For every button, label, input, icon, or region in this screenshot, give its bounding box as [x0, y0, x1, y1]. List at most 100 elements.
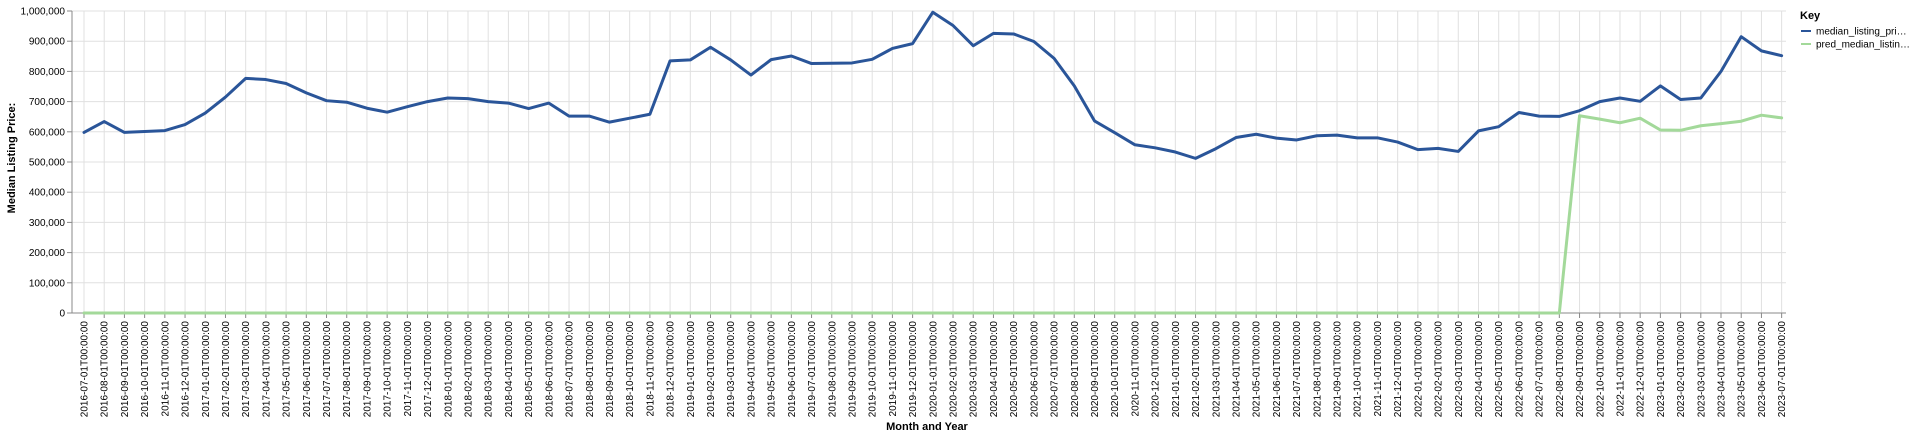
x-tick-label: 2021-03-01T00:00:00 — [1211, 321, 1222, 418]
x-tick-label: 2020-02-01T00:00:00 — [949, 321, 960, 418]
x-tick-label: 2019-08-01T00:00:00 — [827, 321, 838, 418]
x-tick-label: 2019-11-01T00:00:00 — [888, 321, 899, 417]
x-tick-label: 2018-05-01T00:00:00 — [524, 321, 535, 418]
x-tick-label: 2017-06-01T00:00:00 — [302, 321, 313, 418]
y-tick-label: 200,000 — [29, 248, 66, 259]
x-tick-label: 2016-07-01T00:00:00 — [80, 321, 91, 418]
x-tick-label: 2021-09-01T00:00:00 — [1333, 321, 1344, 418]
gridlines — [72, 10, 1786, 313]
x-tick-label: 2023-06-01T00:00:00 — [1757, 321, 1768, 418]
legend-label: median_listing_pri… — [1816, 27, 1907, 38]
x-tick-label: 2017-04-01T00:00:00 — [261, 321, 272, 418]
x-tick-label: 2020-04-01T00:00:00 — [989, 321, 1000, 418]
x-tick-label: 2018-02-01T00:00:00 — [463, 321, 474, 418]
x-tick-label: 2023-07-01T00:00:00 — [1777, 321, 1788, 418]
x-tick-label: 2020-03-01T00:00:00 — [969, 321, 980, 418]
y-tick-label: 600,000 — [29, 127, 66, 138]
y-axis-title: Median Listing Price: — [6, 103, 18, 214]
x-tick-label: 2022-02-01T00:00:00 — [1434, 321, 1445, 418]
x-tick-label: 2017-01-01T00:00:00 — [201, 321, 212, 418]
x-tick-label: 2020-09-01T00:00:00 — [1090, 321, 1101, 418]
x-tick-label: 2017-03-01T00:00:00 — [241, 321, 252, 418]
x-tick-label: 2018-03-01T00:00:00 — [484, 321, 495, 418]
x-tick-label: 2020-10-01T00:00:00 — [1110, 321, 1121, 418]
series-line-1 — [82, 10, 1784, 160]
x-tick-label: 2019-04-01T00:00:00 — [746, 321, 757, 418]
x-tick-label: 2021-10-01T00:00:00 — [1353, 321, 1364, 418]
x-tick-label: 2018-12-01T00:00:00 — [666, 321, 677, 418]
x-tick-label: 2022-12-01T00:00:00 — [1636, 321, 1647, 418]
x-tick-label: 2022-09-01T00:00:00 — [1575, 321, 1586, 418]
x-tick-label: 2021-08-01T00:00:00 — [1312, 321, 1323, 418]
x-tick-label: 2018-01-01T00:00:00 — [443, 321, 454, 418]
x-tick-label: 2017-12-01T00:00:00 — [423, 321, 434, 418]
x-tick-label: 2022-05-01T00:00:00 — [1494, 321, 1505, 418]
x-tick-label: 2018-10-01T00:00:00 — [625, 321, 636, 418]
x-tick-label: 2020-06-01T00:00:00 — [1029, 321, 1040, 418]
x-tick-label: 2021-06-01T00:00:00 — [1272, 321, 1283, 418]
x-tick-label: 2018-07-01T00:00:00 — [565, 321, 576, 418]
x-tick-label: 2019-05-01T00:00:00 — [767, 321, 778, 418]
x-tick-label: 2016-11-01T00:00:00 — [160, 321, 171, 417]
x-tick-label: 2020-05-01T00:00:00 — [1009, 321, 1020, 418]
x-tick-label: 2022-10-01T00:00:00 — [1595, 321, 1606, 418]
x-tick-label: 2019-01-01T00:00:00 — [686, 321, 697, 418]
x-tick-label: 2019-12-01T00:00:00 — [908, 321, 919, 418]
x-tick-label: 2019-09-01T00:00:00 — [847, 321, 858, 418]
x-tick-label: 2022-01-01T00:00:00 — [1413, 321, 1424, 418]
y-tick-label: 700,000 — [29, 97, 66, 108]
x-tick-label: 2016-08-01T00:00:00 — [100, 321, 111, 418]
x-tick-label: 2021-12-01T00:00:00 — [1393, 321, 1404, 418]
x-tick-label: 2022-04-01T00:00:00 — [1474, 321, 1485, 418]
y-tick-label: 900,000 — [29, 37, 66, 48]
x-tick-label: 2023-03-01T00:00:00 — [1696, 321, 1707, 418]
y-tick-label: 0 — [59, 309, 65, 320]
x-tick-label: 2021-02-01T00:00:00 — [1191, 321, 1202, 418]
y-tick-label: 800,000 — [29, 67, 66, 78]
x-tick-label: 2022-03-01T00:00:00 — [1454, 321, 1465, 418]
x-tick-label: 2019-06-01T00:00:00 — [787, 321, 798, 418]
x-tick-label: 2023-02-01T00:00:00 — [1676, 321, 1687, 418]
x-tick-label: 2021-11-01T00:00:00 — [1373, 321, 1384, 417]
x-axis-title: Month and Year — [886, 421, 968, 433]
legend: Key median_listing_pri… pred_median_listi… — [1800, 10, 1910, 51]
x-tick-label: 2023-04-01T00:00:00 — [1717, 321, 1728, 418]
x-tick-label: 2022-06-01T00:00:00 — [1514, 321, 1525, 418]
x-tick-label: 2022-08-01T00:00:00 — [1555, 321, 1566, 418]
y-tick-label: 100,000 — [29, 278, 66, 289]
x-tick-label: 2021-07-01T00:00:00 — [1292, 321, 1303, 418]
x-tick-label: 2020-07-01T00:00:00 — [1050, 321, 1061, 418]
x-tick-label: 2018-04-01T00:00:00 — [504, 321, 515, 418]
x-tick-label: 2023-01-01T00:00:00 — [1656, 321, 1667, 418]
x-tick-label: 2020-08-01T00:00:00 — [1070, 321, 1081, 418]
x-tick-label: 2019-07-01T00:00:00 — [807, 321, 818, 418]
x-tick-label: 2017-07-01T00:00:00 — [322, 321, 333, 418]
legend-label: pred_median_listin… — [1816, 40, 1910, 51]
x-tick-label: 2016-09-01T00:00:00 — [120, 321, 131, 418]
x-tick-label: 2020-12-01T00:00:00 — [1151, 321, 1162, 418]
axes: 0 100,000 200,000 300,000 400,000 500,000 600,… — [21, 7, 1789, 418]
x-tick-label: 2018-08-01T00:00:00 — [585, 321, 596, 418]
x-tick-label: 2019-02-01T00:00:00 — [706, 321, 717, 418]
y-tick-label: 400,000 — [29, 188, 66, 199]
x-tick-label: 2021-05-01T00:00:00 — [1252, 321, 1263, 418]
x-tick-label: 2019-03-01T00:00:00 — [726, 321, 737, 418]
y-tick-label: 1,000,000 — [21, 7, 66, 18]
x-tick-label: 2016-12-01T00:00:00 — [181, 321, 192, 418]
x-tick-label: 2022-07-01T00:00:00 — [1535, 321, 1546, 418]
x-tick-label: 2018-11-01T00:00:00 — [645, 321, 656, 417]
x-tick-label: 2020-01-01T00:00:00 — [928, 321, 939, 418]
x-tick-label: 2017-10-01T00:00:00 — [383, 321, 394, 418]
x-tick-label: 2017-02-01T00:00:00 — [221, 321, 232, 418]
x-tick-label: 2019-10-01T00:00:00 — [868, 321, 879, 418]
x-tick-label: 2017-11-01T00:00:00 — [403, 321, 414, 417]
x-tick-label: 2018-09-01T00:00:00 — [605, 321, 616, 418]
x-tick-label: 2021-01-01T00:00:00 — [1171, 321, 1182, 418]
x-tick-label: 2022-11-01T00:00:00 — [1615, 321, 1626, 417]
x-tick-label: 2016-10-01T00:00:00 — [140, 321, 151, 418]
x-tick-label: 2017-05-01T00:00:00 — [282, 321, 293, 418]
series-line-2 — [82, 113, 1784, 315]
series-lines — [82, 10, 1784, 315]
y-tick-label: 500,000 — [29, 158, 66, 169]
